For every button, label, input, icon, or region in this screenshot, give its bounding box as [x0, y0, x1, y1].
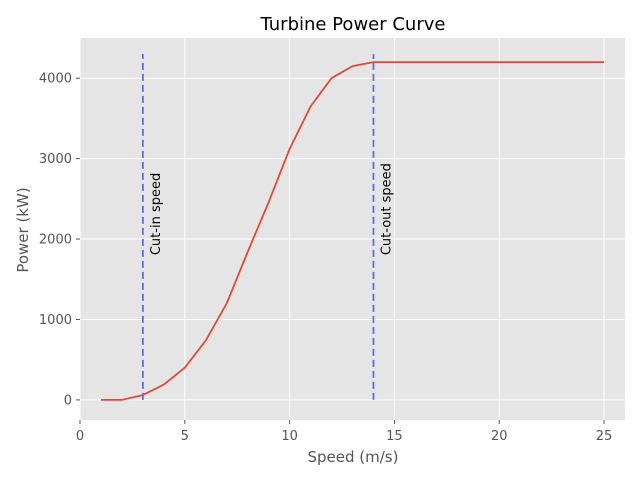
y-tick-label: 3000 — [39, 152, 72, 167]
series-layer — [101, 61, 604, 401]
y-axis-label: Power (kW) — [14, 187, 32, 272]
y-tick-label: 2000 — [39, 233, 72, 248]
power-curve-line — [101, 61, 604, 401]
x-tick-label: 0 — [76, 429, 84, 444]
y-tick-label: 4000 — [39, 72, 72, 87]
y-tick-label: 1000 — [39, 313, 72, 328]
reference-lines: Cut-in speed Cut-out speed — [141, 54, 394, 400]
chart-title: Turbine Power Curve — [260, 14, 446, 35]
x-tick-label: 15 — [386, 429, 403, 444]
x-axis-label: Speed (m/s) — [308, 448, 399, 466]
x-axis-ticks: 0 5 10 15 20 25 — [76, 420, 612, 444]
reference-line-label: Cut-out speed — [379, 163, 394, 255]
x-tick-label: 5 — [181, 429, 189, 444]
grid-lines — [79, 38, 625, 420]
reference-line-label: Cut-in speed — [149, 173, 164, 255]
y-tick-label: 0 — [64, 393, 72, 408]
x-tick-label: 10 — [281, 429, 298, 444]
y-axis-ticks: 0 1000 2000 3000 4000 — [39, 72, 80, 408]
x-tick-label: 20 — [491, 429, 508, 444]
plot-background — [80, 38, 625, 420]
x-tick-label: 25 — [596, 429, 613, 444]
